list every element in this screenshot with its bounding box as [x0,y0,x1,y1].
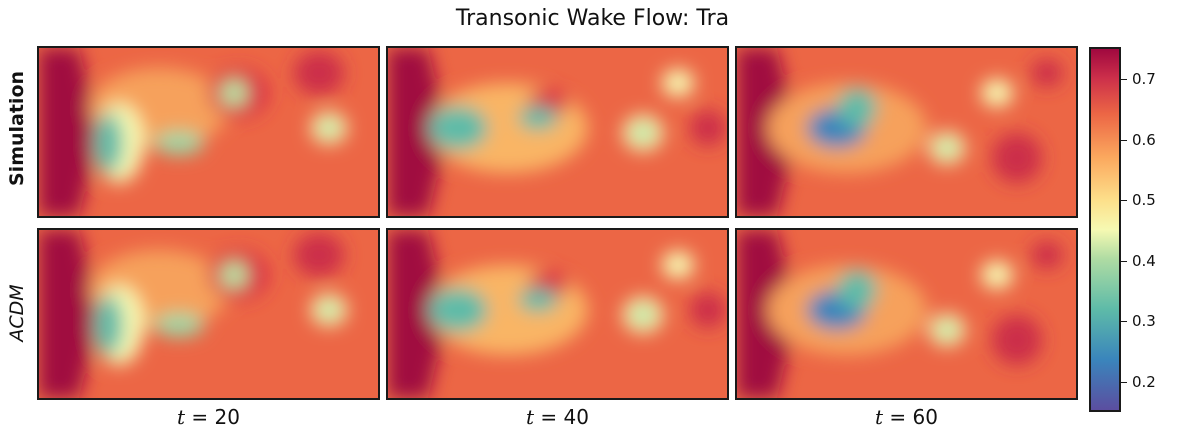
column-label-var: t [177,405,186,429]
colorbar-tick [1121,79,1127,80]
figure-title: Transonic Wake Flow: Tra [455,6,730,31]
column-label-t60: t = 60 [735,405,1078,429]
colorbar-tick-label: 0.5 [1132,191,1156,209]
column-label-eq: = 20 [185,405,240,429]
column-label-t40: t = 40 [386,405,729,429]
colorbar-tick-label: 0.2 [1132,373,1156,391]
colorbar-tick [1121,140,1127,141]
column-label-var: t [875,405,884,429]
flow-field-image [39,230,378,398]
panel-simulation-t60 [735,46,1078,218]
colorbar-tick [1121,321,1127,322]
row-label-acdm: ACDM [6,284,28,342]
panel-simulation-t40 [386,46,729,218]
colorbar-tick [1121,382,1127,383]
colorbar-tick-label: 0.7 [1132,70,1156,88]
colorbar-tick-label: 0.6 [1132,131,1156,149]
row-label-simulation: Simulation [6,70,28,186]
colorbar-tick [1121,200,1127,201]
flow-field-image [388,230,727,398]
column-label-var: t [526,405,535,429]
colorbar-tick-label: 0.4 [1132,252,1156,270]
colorbar-tick-label: 0.3 [1132,312,1156,330]
panel-acdm-t40 [386,228,729,400]
column-label-eq: = 40 [534,405,589,429]
panel-acdm-t20 [37,228,380,400]
colorbar-tick [1121,261,1127,262]
colorbar [1089,47,1121,412]
column-label-t20: t = 20 [37,405,380,429]
panel-acdm-t60 [735,228,1078,400]
panel-simulation-t20 [37,46,380,218]
flow-field-image [737,230,1076,398]
flow-field-image [737,48,1076,216]
column-label-eq: = 60 [883,405,938,429]
flow-field-image [39,48,378,216]
flow-field-image [388,48,727,216]
